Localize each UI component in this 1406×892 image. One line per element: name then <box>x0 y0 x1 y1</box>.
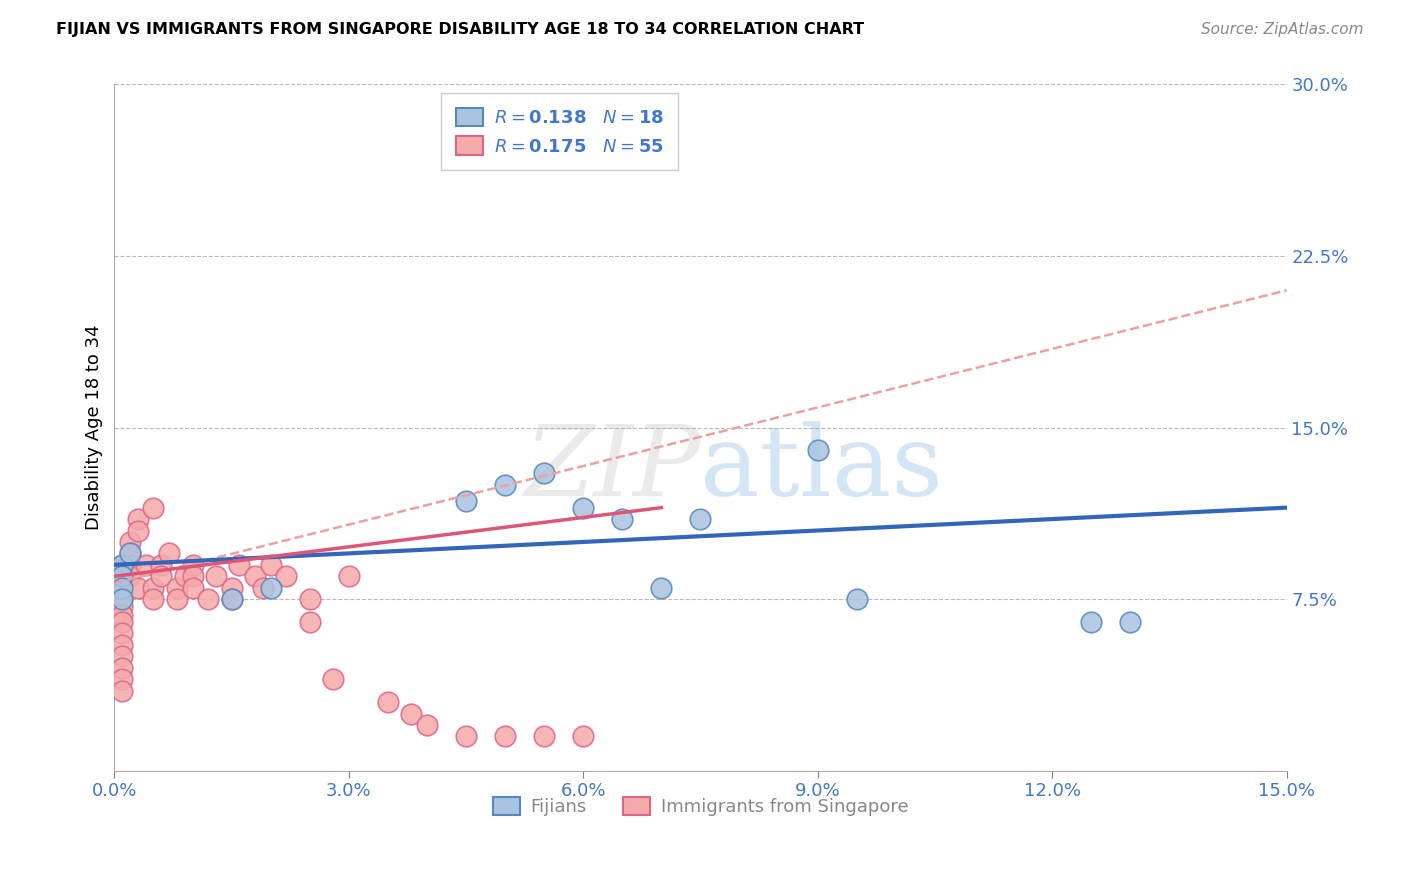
Point <box>181 581 204 595</box>
Point <box>1119 615 1142 629</box>
Point <box>111 661 134 675</box>
Point <box>298 615 321 629</box>
Point <box>173 569 195 583</box>
Point <box>221 592 243 607</box>
Point <box>127 524 149 538</box>
Point <box>221 592 243 607</box>
Point <box>142 581 165 595</box>
Point <box>150 558 173 572</box>
Legend: Fijians, Immigrants from Singapore: Fijians, Immigrants from Singapore <box>485 789 915 823</box>
Point <box>181 558 204 572</box>
Point <box>228 558 250 572</box>
Text: FIJIAN VS IMMIGRANTS FROM SINGAPORE DISABILITY AGE 18 TO 34 CORRELATION CHART: FIJIAN VS IMMIGRANTS FROM SINGAPORE DISA… <box>56 22 865 37</box>
Point <box>111 558 134 572</box>
Point <box>612 512 634 526</box>
Point <box>111 626 134 640</box>
Point <box>111 592 134 607</box>
Point <box>111 581 134 595</box>
Point <box>118 546 141 560</box>
Point <box>322 672 344 686</box>
Point <box>111 562 134 576</box>
Point <box>111 683 134 698</box>
Point <box>205 569 228 583</box>
Point <box>127 581 149 595</box>
Point <box>276 569 298 583</box>
Point <box>260 581 283 595</box>
Point <box>401 706 423 721</box>
Point <box>111 569 134 583</box>
Point <box>111 558 134 572</box>
Point <box>181 569 204 583</box>
Point <box>807 443 830 458</box>
Text: ZIP: ZIP <box>524 421 700 516</box>
Point <box>166 592 188 607</box>
Point <box>572 500 595 515</box>
Point <box>157 546 180 560</box>
Point <box>572 730 595 744</box>
Point <box>197 592 219 607</box>
Point <box>337 569 360 583</box>
Point <box>118 546 141 560</box>
Point <box>142 500 165 515</box>
Point <box>111 608 134 623</box>
Point <box>142 592 165 607</box>
Point <box>650 581 672 595</box>
Point <box>111 672 134 686</box>
Text: Source: ZipAtlas.com: Source: ZipAtlas.com <box>1201 22 1364 37</box>
Point <box>118 558 141 572</box>
Point <box>118 569 141 583</box>
Point <box>533 467 555 481</box>
Point <box>260 558 283 572</box>
Text: atlas: atlas <box>700 421 943 516</box>
Point <box>150 569 173 583</box>
Point <box>166 581 188 595</box>
Point <box>111 592 134 607</box>
Point <box>454 730 477 744</box>
Point <box>252 581 274 595</box>
Point <box>127 512 149 526</box>
Point <box>111 649 134 664</box>
Point <box>494 730 516 744</box>
Point <box>1080 615 1102 629</box>
Point <box>221 581 243 595</box>
Point <box>135 558 157 572</box>
Point <box>111 569 134 583</box>
Point <box>533 730 555 744</box>
Point <box>298 592 321 607</box>
Point <box>689 512 711 526</box>
Point <box>494 477 516 491</box>
Point <box>118 535 141 549</box>
Point <box>416 718 439 732</box>
Point <box>111 576 134 591</box>
Point <box>454 493 477 508</box>
Point <box>377 695 399 709</box>
Point <box>243 569 266 583</box>
Point <box>111 599 134 613</box>
Point <box>111 585 134 599</box>
Point <box>845 592 868 607</box>
Y-axis label: Disability Age 18 to 34: Disability Age 18 to 34 <box>86 325 103 531</box>
Point <box>111 615 134 629</box>
Point <box>111 638 134 652</box>
